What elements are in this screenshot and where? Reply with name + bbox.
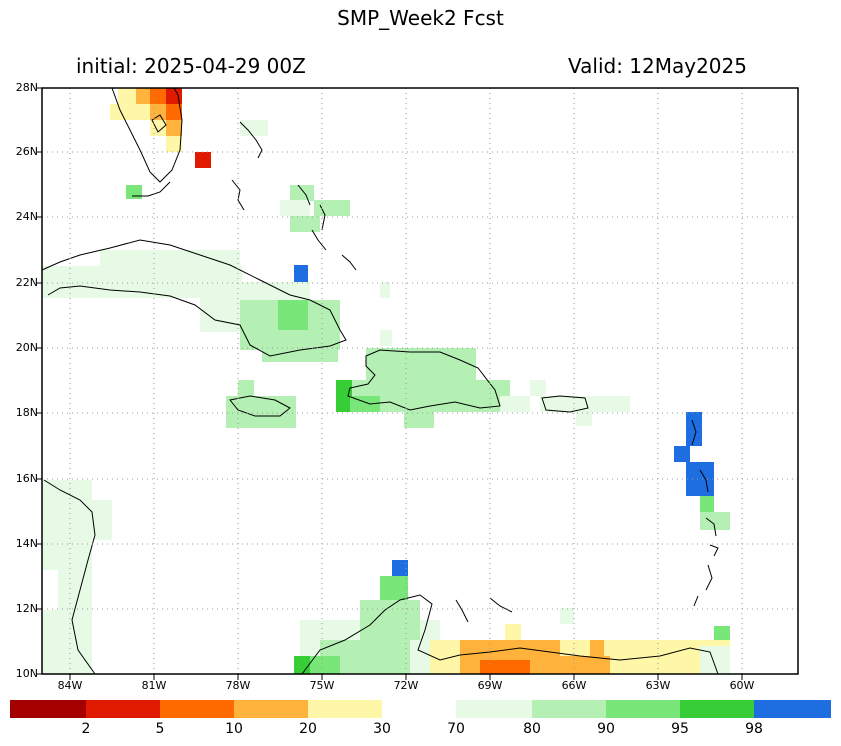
lon-label: 66W [561,679,587,692]
valid-date: Valid: 12May2025 [568,54,747,78]
colorbar-label: 30 [373,721,391,737]
colorbar-label: 20 [299,721,317,737]
colorbar-swatch [532,700,606,718]
lat-label: 18N [15,406,38,419]
graticule [42,88,798,674]
lon-label: 72W [393,679,419,692]
colorbar-swatch [382,700,456,718]
lat-label: 28N [15,81,38,94]
lon-label: 60W [729,679,755,692]
lat-label: 26N [15,145,38,158]
colorbar-label: 98 [745,721,763,737]
coastlines [41,87,719,675]
colorbar-label: 5 [155,721,165,737]
lat-label: 12N [15,602,38,615]
axis-ticks [36,87,743,680]
map-frame [41,87,799,675]
colorbar-swatch [456,700,532,718]
colorbar-label: 90 [597,721,615,737]
lat-label: 24N [15,210,38,223]
lon-label: 78W [225,679,251,692]
colorbar-swatch [10,700,86,718]
probability-shading [42,88,730,675]
colorbar-swatch [308,700,382,718]
lon-label: 81W [141,679,167,692]
colorbar-label: 95 [671,721,689,737]
colorbar-swatch [680,700,754,718]
colorbar-swatch [754,700,831,718]
colorbar-label: 2 [81,721,91,737]
lon-label: 63W [645,679,671,692]
lon-label: 69W [477,679,503,692]
map-title: SMP_Week2 Fcst [337,6,504,30]
colorbar-swatch [234,700,308,718]
lat-label: 10N [15,667,38,680]
lon-label: 75W [309,679,335,692]
lat-label: 22N [15,276,38,289]
colorbar-swatch [160,700,234,718]
lat-label: 20N [15,341,38,354]
lat-label: 14N [15,537,38,550]
colorbar-label: 80 [523,721,541,737]
colorbar-swatch [606,700,680,718]
lat-label: 16N [15,472,38,485]
colorbar-swatch [86,700,160,718]
colorbar-label: 70 [447,721,465,737]
lon-label: 84W [57,679,83,692]
initial-time: initial: 2025-04-29 00Z [76,54,306,78]
colorbar-label: 10 [225,721,243,737]
